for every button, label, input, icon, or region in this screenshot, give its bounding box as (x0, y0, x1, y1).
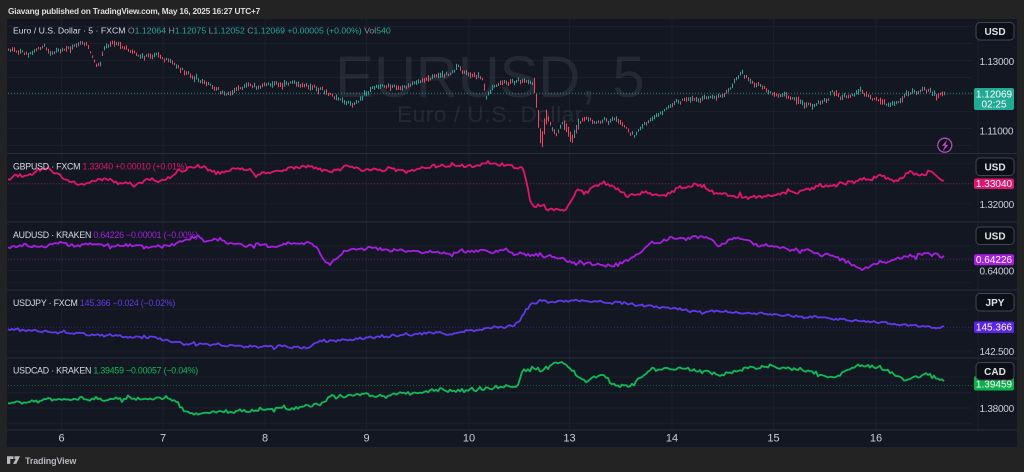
svg-text:145.366: 145.366 (976, 322, 1013, 333)
svg-text:CAD: CAD (984, 367, 1006, 378)
svg-text:USDJPY · FXCM 145.366 −0.024: USDJPY · FXCM 145.366 −0.024 (−0.02%) (13, 298, 175, 308)
svg-text:GBPUSD · FXCM 1.33040 +0.000: GBPUSD · FXCM 1.33040 +0.00010 (+0.01%) (13, 162, 187, 172)
svg-text:AUDUSD · KRAKEN 0.64226 −0.0: AUDUSD · KRAKEN 0.64226 −0.00001 (−0.00%… (13, 230, 198, 240)
svg-text:10: 10 (463, 433, 475, 445)
svg-text:14: 14 (666, 433, 678, 445)
svg-text:16: 16 (870, 433, 882, 445)
svg-text:142.500: 142.500 (980, 347, 1015, 358)
svg-text:6: 6 (58, 433, 64, 445)
svg-text:9: 9 (363, 433, 369, 445)
svg-text:02:25: 02:25 (981, 100, 1006, 111)
svg-text:0.64000: 0.64000 (980, 267, 1015, 278)
svg-text:1.39459: 1.39459 (976, 380, 1013, 391)
svg-text:1.11000: 1.11000 (980, 127, 1014, 138)
svg-text:EURUSD, 5: EURUSD, 5 (335, 45, 644, 110)
svg-text:1.13000: 1.13000 (980, 57, 1015, 68)
svg-text:USD: USD (984, 162, 1005, 173)
svg-text:15: 15 (767, 433, 779, 445)
svg-text:JPY: JPY (986, 298, 1005, 309)
svg-text:7: 7 (160, 433, 166, 445)
svg-text:USD: USD (984, 27, 1005, 38)
svg-text:0.64226: 0.64226 (976, 255, 1013, 266)
svg-text:Euro / U.S. Dollar: Euro / U.S. Dollar (397, 102, 583, 127)
svg-text:1.38000: 1.38000 (980, 404, 1015, 415)
svg-text:Euro / U.S. Dollar · 5 · FXCM: Euro / U.S. Dollar · 5 · FXCM O1.12064 H… (13, 26, 391, 36)
svg-text:1.12069: 1.12069 (976, 90, 1013, 101)
svg-text:1.32000: 1.32000 (980, 200, 1015, 211)
svg-text:USD: USD (984, 231, 1005, 242)
svg-text:13: 13 (563, 433, 575, 445)
svg-text:8: 8 (262, 433, 268, 445)
svg-text:1.33040: 1.33040 (976, 179, 1013, 190)
svg-text:USDCAD · KRAKEN 1.39459 −0.0: USDCAD · KRAKEN 1.39459 −0.00057 (−0.04%… (13, 366, 198, 376)
